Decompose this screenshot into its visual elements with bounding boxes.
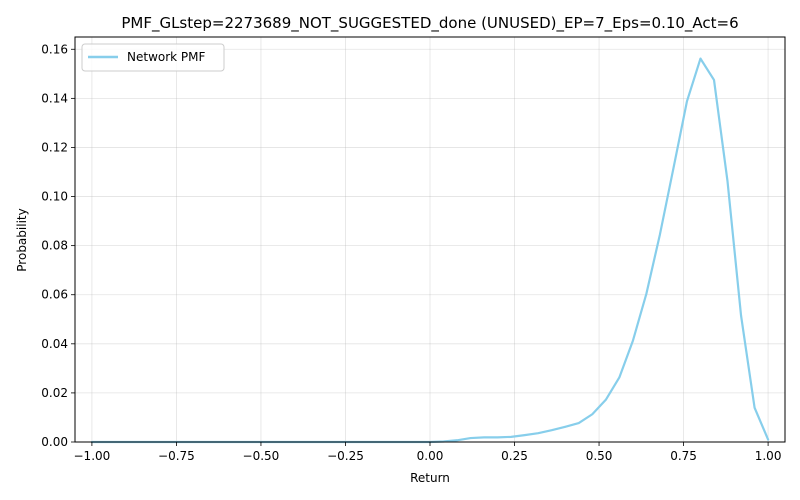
x-tick-label: −0.50: [243, 449, 280, 463]
legend-box: [81, 43, 225, 72]
legend: Network PMF: [81, 43, 225, 72]
grid: [75, 37, 785, 443]
x-tick-label: −0.25: [327, 449, 364, 463]
chart-title: PMF_GLstep=2273689_NOT_SUGGESTED_done (U…: [121, 14, 738, 33]
y-tick-label: 0.14: [41, 91, 68, 105]
y-tick-label: 0.16: [41, 42, 68, 56]
y-axis-label: Probability: [15, 208, 29, 271]
y-tick-label: 0.00: [41, 435, 68, 449]
legend-label: Network PMF: [127, 50, 206, 64]
y-tick-label: 0.04: [41, 337, 68, 351]
y-tick-label: 0.02: [41, 386, 68, 400]
y-axis: 0.00 0.02 0.04 0.06 0.08 0.10 0.12 0.14 0.16: [41, 42, 75, 449]
y-tick-label: 0.08: [41, 239, 68, 253]
x-tick-label: 1.00: [755, 449, 782, 463]
x-tick-label: 0.50: [586, 449, 613, 463]
x-tick-label: −1.00: [74, 449, 111, 463]
y-tick-label: 0.06: [41, 288, 68, 302]
y-tick-label: 0.10: [41, 190, 68, 204]
x-axis-label: Return: [410, 471, 450, 485]
x-tick-label: 0.25: [501, 449, 528, 463]
x-tick-label: −0.75: [158, 449, 195, 463]
x-tick-label: 0.00: [417, 449, 444, 463]
x-tick-label: 0.75: [670, 449, 697, 463]
x-axis: −1.00 −0.75 −0.50 −0.25 0.00 0.25 0.50 0.75 1.00: [74, 442, 782, 463]
y-tick-label: 0.12: [41, 140, 68, 154]
